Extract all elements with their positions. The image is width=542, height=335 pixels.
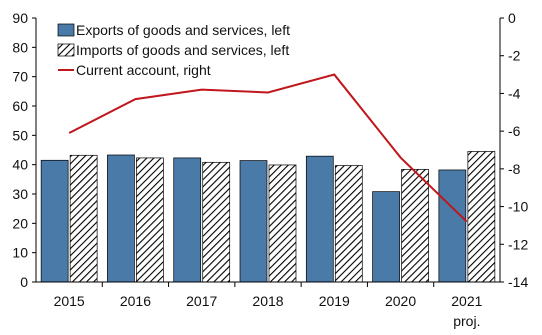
y-left-tick-label: 60 bbox=[12, 98, 28, 114]
bar-imports-2019 bbox=[335, 166, 362, 282]
y-left-tick-label: 70 bbox=[12, 69, 28, 85]
x-tick-label: 2015 bbox=[54, 293, 85, 309]
bar-exports-2021 bbox=[439, 170, 466, 282]
y-left-tick-label: 50 bbox=[12, 127, 28, 143]
y-right-tick-label: -2 bbox=[508, 48, 521, 64]
y-left-tick-label: 30 bbox=[12, 186, 28, 202]
y-left-tick-label: 0 bbox=[20, 274, 28, 290]
y-right-tick-label: -4 bbox=[508, 85, 521, 101]
y-left-tick-label: 20 bbox=[12, 215, 28, 231]
x-tick-label: 2019 bbox=[319, 293, 350, 309]
bar-exports-2018 bbox=[240, 161, 267, 282]
bar-imports-2018 bbox=[269, 165, 296, 282]
y-right-tick-label: -6 bbox=[508, 123, 521, 139]
legend: Exports of goods and services, left Impor… bbox=[58, 22, 290, 78]
y-right-tick-label: -10 bbox=[508, 199, 528, 215]
y-right-tick-label: -8 bbox=[508, 161, 521, 177]
legend-label-exports: Exports of goods and services, left bbox=[76, 22, 290, 38]
legend-label-imports: Imports of goods and services, left bbox=[76, 42, 289, 58]
bar-exports-2016 bbox=[107, 155, 134, 282]
bar-imports-2016 bbox=[136, 158, 163, 282]
y-right-tick-label: -14 bbox=[508, 274, 528, 290]
y-left-tick-label: 10 bbox=[12, 245, 28, 261]
bar-imports-2020 bbox=[402, 169, 429, 282]
bar-imports-2021 bbox=[468, 151, 495, 282]
y-right-tick-label: -12 bbox=[508, 236, 528, 252]
legend-swatch-imports bbox=[58, 44, 74, 56]
x-tick-label: 2021 bbox=[451, 293, 482, 309]
bars-layer bbox=[41, 151, 495, 282]
legend-label-current-account: Current account, right bbox=[76, 62, 211, 78]
x-tick-label: 2020 bbox=[385, 293, 416, 309]
legend-swatch-exports bbox=[58, 24, 74, 36]
bar-exports-2017 bbox=[174, 158, 201, 282]
bar-exports-2015 bbox=[41, 160, 68, 282]
x-tick-label: 2018 bbox=[252, 293, 283, 309]
bar-exports-2019 bbox=[306, 156, 333, 282]
y-left-tick-label: 40 bbox=[12, 157, 28, 173]
bar-exports-2020 bbox=[373, 192, 400, 282]
x-tick-label: 2017 bbox=[186, 293, 217, 309]
bar-imports-2017 bbox=[203, 162, 230, 282]
y-right-tick-label: 0 bbox=[508, 10, 516, 26]
bar-imports-2015 bbox=[70, 155, 97, 282]
x-tick-sublabel: proj. bbox=[453, 313, 480, 329]
x-tick-label: 2016 bbox=[120, 293, 151, 309]
y-left-tick-label: 80 bbox=[12, 39, 28, 55]
y-left-tick-label: 90 bbox=[12, 10, 28, 26]
